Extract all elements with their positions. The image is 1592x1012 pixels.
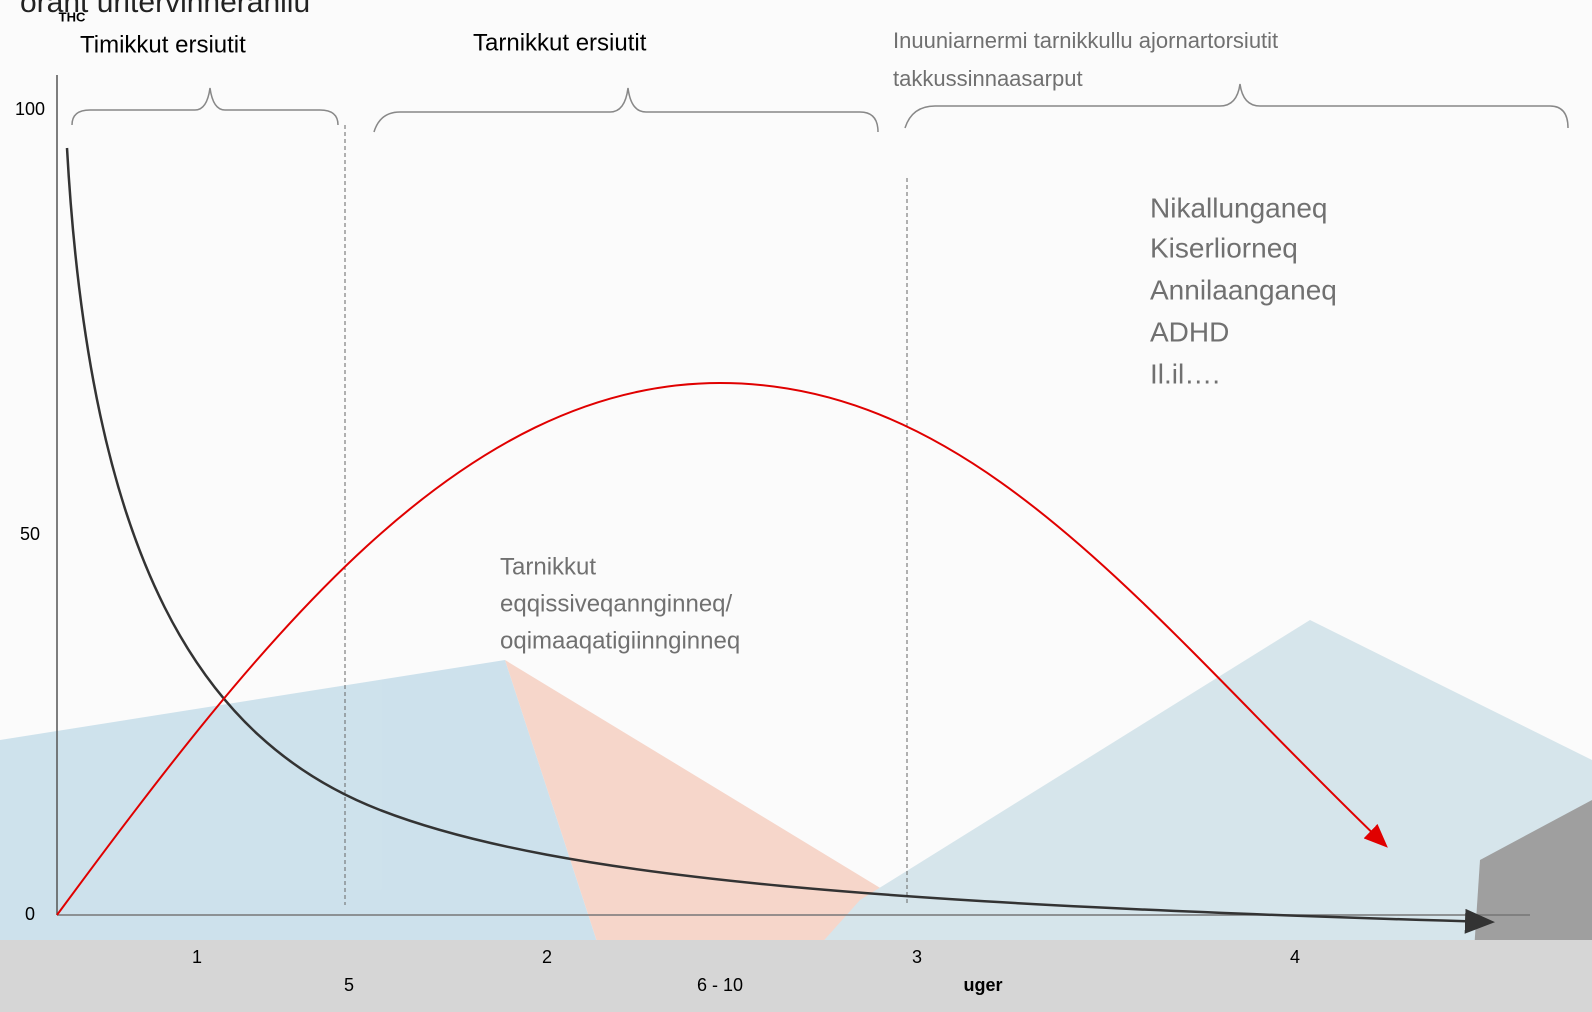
phase-label: takkussinnaasarput [893, 66, 1083, 91]
note: eqqissiveqannginneq/ [500, 590, 733, 617]
note: oqimaaqatigiinnginneq [500, 627, 740, 654]
note: Tarnikkut [500, 553, 596, 580]
consequence: Il.il…. [1150, 358, 1220, 389]
x-tick-label: 2 [542, 947, 552, 967]
phase-label: Tarnikkut ersiutit [473, 29, 647, 56]
consequence: Kiserliorneq [1150, 232, 1298, 263]
consequence: Annilaanganeq [1150, 274, 1337, 305]
slide: orant uritervinneranilu THC Timikkut ers… [0, 0, 1592, 1012]
x-tick-label: 4 [1290, 947, 1300, 967]
phase-label: Inuuniarnermi tarnikkullu ajornartorsiut… [893, 28, 1278, 53]
y-tick-label: 100 [15, 99, 45, 119]
x-tick-label: 6 - 10 [697, 975, 743, 995]
y-tick-label: 50 [20, 524, 40, 544]
x-unit: uger [963, 975, 1002, 995]
phase-label: Timikkut ersiutit [80, 31, 246, 58]
y-axis-label: THC [59, 9, 86, 24]
consequence: Nikallunganeq [1150, 192, 1327, 223]
consequence: ADHD [1150, 316, 1229, 347]
x-tick-label: 5 [344, 975, 354, 995]
x-tick-label: 1 [192, 947, 202, 967]
x-tick-label: 3 [912, 947, 922, 967]
y-tick-label: 0 [25, 904, 35, 924]
